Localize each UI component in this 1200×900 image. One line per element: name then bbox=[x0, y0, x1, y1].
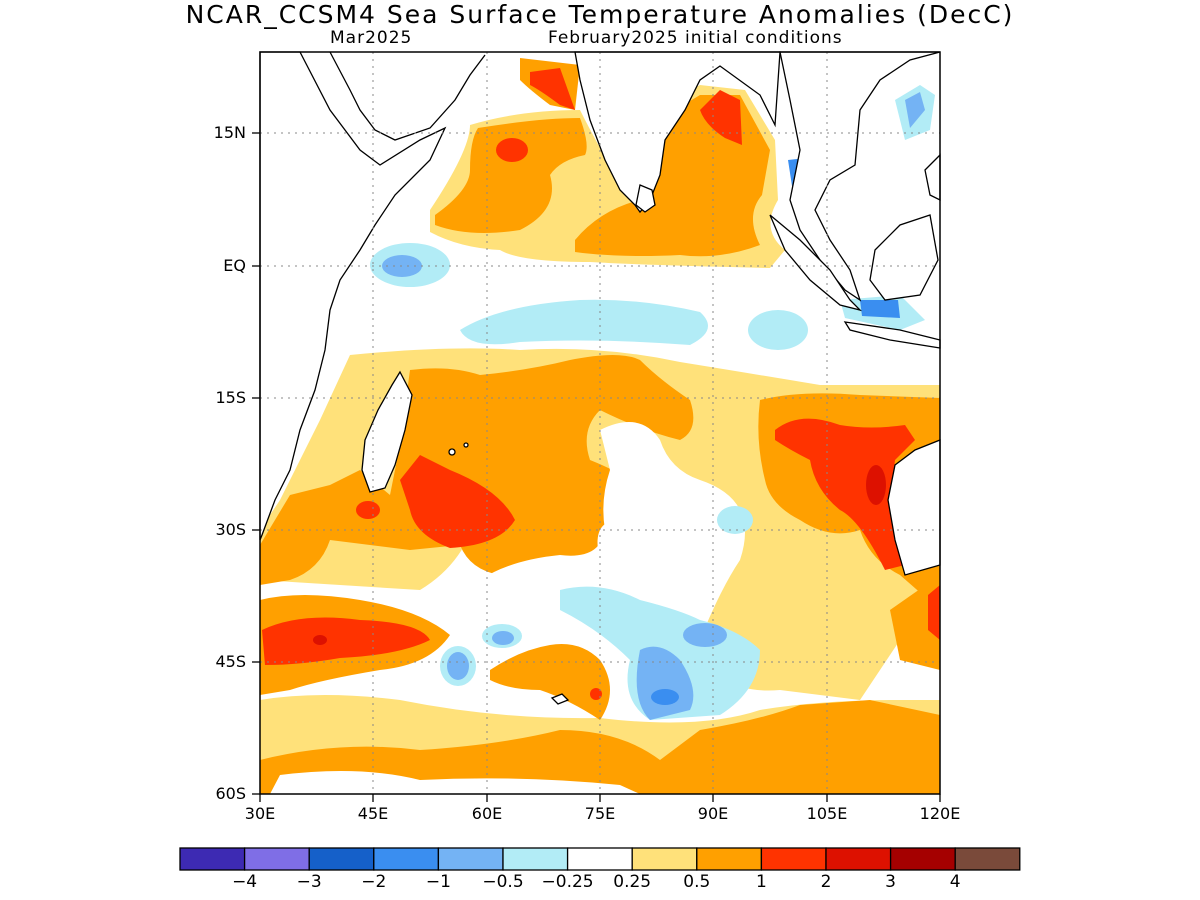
colorbar-swatch bbox=[954, 847, 1021, 871]
anomaly-region-orange bbox=[435, 118, 587, 234]
lat-label-30s: 30S bbox=[215, 520, 246, 539]
anomaly-region-red bbox=[928, 585, 940, 640]
sumatra-coast bbox=[769, 214, 863, 312]
colorbar-swatch bbox=[502, 847, 569, 871]
lat-label-15s: 15S bbox=[215, 388, 246, 407]
colorbar-label: −0.25 bbox=[541, 872, 594, 892]
anomaly-region-mid-blue bbox=[905, 92, 925, 128]
india-coast bbox=[574, 51, 781, 214]
colorbar-swatch bbox=[825, 847, 892, 871]
anomaly-region-blue bbox=[651, 689, 679, 705]
anomaly-region-dark-red bbox=[313, 635, 327, 645]
map-title: NCAR_CCSM4 Sea Surface Temperature Anoma… bbox=[185, 0, 1015, 29]
anomaly-region-red bbox=[262, 617, 430, 665]
colorbar-label: 3 bbox=[885, 872, 896, 892]
axis-ticks bbox=[252, 132, 941, 802]
anomaly-region-white bbox=[270, 771, 640, 794]
colorbar-swatch bbox=[243, 847, 310, 871]
africa-coast bbox=[259, 51, 447, 541]
colorbar bbox=[179, 847, 1021, 871]
australia-coast bbox=[887, 439, 941, 576]
borneo-coast bbox=[869, 214, 939, 301]
lat-label-eq: EQ bbox=[223, 256, 246, 275]
colorbar-label: 0.25 bbox=[613, 872, 652, 892]
anomaly-region-mid-blue bbox=[492, 631, 514, 645]
mauritius-island bbox=[448, 448, 456, 456]
colorbar-label: −1 bbox=[425, 872, 451, 892]
anomaly-region-light-blue bbox=[748, 310, 808, 350]
colorbar-label: 0.5 bbox=[683, 872, 711, 892]
colorbar-swatch bbox=[889, 847, 956, 871]
lon-label-45e: 45E bbox=[357, 804, 389, 823]
lon-label-30e: 30E bbox=[244, 804, 276, 823]
colorbar-swatch bbox=[179, 847, 246, 871]
anomaly-region-red bbox=[775, 418, 915, 570]
sri-lanka-coast bbox=[635, 184, 656, 213]
anomaly-region-orange bbox=[490, 644, 610, 720]
anomaly-region-mid-blue bbox=[636, 646, 694, 720]
coastlines bbox=[259, 51, 941, 705]
colorbar-label: −3 bbox=[296, 872, 322, 892]
anomaly-region-red bbox=[496, 138, 528, 162]
colorbar-swatch bbox=[566, 847, 633, 871]
forecast-month: Mar2025 bbox=[330, 28, 413, 48]
anomaly-region-mid-blue bbox=[447, 652, 469, 680]
lon-label-90e: 90E bbox=[697, 804, 729, 823]
lat-label-15n: 15N bbox=[213, 123, 246, 142]
colorbar-swatch bbox=[437, 847, 504, 871]
anomaly-region-light-blue bbox=[460, 299, 708, 345]
anomaly-region-red bbox=[400, 455, 515, 548]
lon-label-120e: 120E bbox=[919, 804, 961, 823]
colorbar-label: −2 bbox=[361, 872, 387, 892]
colorbar-swatch bbox=[373, 847, 440, 871]
initial-conditions-label: February2025 initial conditions bbox=[548, 28, 843, 48]
reunion-island bbox=[463, 442, 469, 448]
colorbar-label: 2 bbox=[820, 872, 832, 892]
madagascar-coast bbox=[361, 370, 413, 493]
colorbar-swatch bbox=[631, 847, 698, 871]
anomaly-region-mid-blue bbox=[683, 623, 727, 647]
colorbar-swatch bbox=[760, 847, 827, 871]
anomaly-region-red bbox=[700, 90, 742, 145]
colorbar-label: −4 bbox=[232, 872, 258, 892]
lon-label-105e: 105E bbox=[806, 804, 848, 823]
colorbar-label: 1 bbox=[755, 872, 767, 892]
lat-label-60s: 60S bbox=[215, 784, 246, 803]
anomaly-region-light-blue bbox=[717, 506, 753, 534]
lon-label-60e: 60E bbox=[471, 804, 503, 823]
colorbar-label: −0.5 bbox=[482, 872, 524, 892]
anomaly-region-orange bbox=[260, 355, 694, 590]
anomaly-region-red bbox=[356, 501, 380, 519]
anomaly-region-red bbox=[530, 68, 575, 110]
anomaly-region-dark-red bbox=[866, 465, 886, 505]
southeast-asia-coast bbox=[779, 51, 941, 302]
lon-label-75e: 75E bbox=[584, 804, 616, 823]
lat-label-45s: 45S bbox=[215, 652, 246, 671]
anomaly-region-blue bbox=[860, 300, 900, 318]
kerguelen-island bbox=[550, 693, 570, 705]
anomaly-region-red bbox=[590, 688, 602, 700]
colorbar-swatch bbox=[696, 847, 763, 871]
anomaly-region-orange bbox=[890, 575, 940, 670]
gridlines bbox=[260, 52, 940, 794]
colorbar-label: 4 bbox=[949, 872, 961, 892]
colorbar-swatch bbox=[308, 847, 375, 871]
arabia-coast bbox=[329, 51, 486, 141]
